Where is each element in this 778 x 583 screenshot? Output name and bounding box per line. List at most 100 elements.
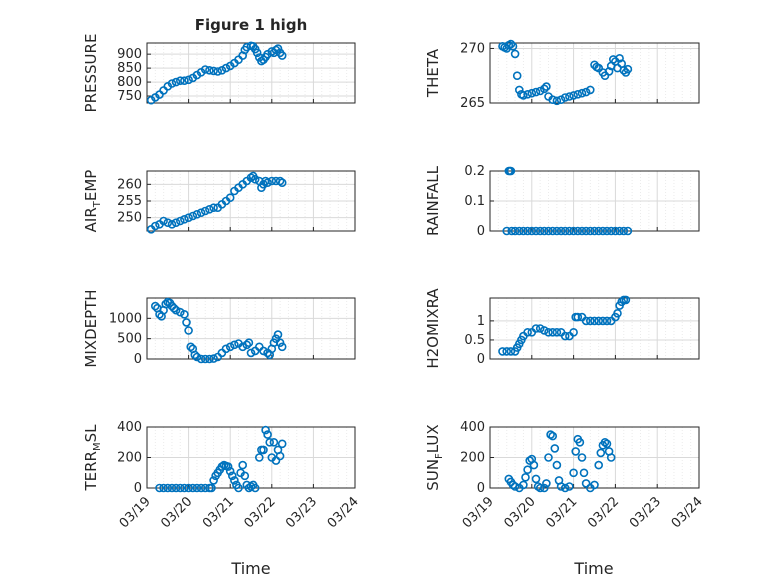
data-point — [159, 483, 168, 493]
data-point — [594, 226, 604, 236]
data-point — [169, 303, 179, 313]
data-point — [275, 176, 285, 186]
data-point — [539, 226, 549, 236]
data-point — [539, 326, 549, 335]
data-point — [523, 327, 532, 337]
data-point — [209, 354, 218, 363]
data-point — [277, 439, 287, 449]
data-point — [263, 430, 272, 439]
y-axis-label: AIRTEMP — [82, 170, 103, 233]
data-point — [556, 482, 566, 491]
data-point — [579, 468, 589, 478]
x-tick-label: 03/21 — [543, 494, 580, 531]
data-point — [250, 483, 260, 493]
data-point — [510, 226, 520, 236]
data-point — [176, 307, 185, 317]
y-tick-label: 260 — [117, 177, 142, 192]
data-point — [228, 471, 237, 481]
data-point — [581, 479, 591, 488]
y-tick-label: 750 — [117, 89, 142, 104]
data-point — [171, 305, 181, 315]
data-point — [600, 437, 610, 447]
data-point — [512, 71, 522, 80]
data-point — [186, 342, 195, 352]
x-tick-label: 03/24 — [669, 494, 706, 531]
data-point — [171, 483, 181, 493]
data-point — [523, 226, 532, 236]
data-point — [573, 90, 583, 99]
data-point — [544, 453, 553, 462]
axes-box — [489, 42, 700, 104]
data-point — [192, 210, 202, 219]
y-axis-label: THETA — [424, 48, 442, 98]
y-tick-label: 900 — [117, 47, 142, 62]
data-point — [209, 203, 218, 212]
data-point — [192, 483, 202, 493]
data-point — [623, 64, 633, 74]
data-point — [531, 87, 541, 97]
data-point — [598, 226, 608, 236]
data-point — [196, 354, 206, 364]
data-point — [167, 483, 177, 493]
data-point — [184, 483, 193, 493]
y-tick-label: 1 — [477, 314, 485, 329]
data-point — [523, 465, 532, 475]
data-point — [155, 483, 164, 493]
data-point — [521, 472, 530, 482]
data-point — [190, 350, 200, 360]
data-point — [506, 39, 516, 49]
data-point — [234, 483, 243, 493]
data-point — [205, 354, 214, 364]
data-point — [510, 482, 520, 491]
data-point — [277, 178, 287, 187]
data-point — [573, 312, 583, 322]
data-point — [240, 471, 250, 481]
data-point — [246, 348, 256, 358]
data-point — [542, 479, 551, 488]
subplot-theta: 265 270 THETA — [424, 39, 700, 111]
y-tick-label: 0 — [134, 481, 142, 496]
data-point — [184, 75, 193, 85]
data-point — [585, 226, 595, 236]
data-point — [544, 327, 553, 337]
data-point — [180, 215, 189, 224]
data-point — [581, 316, 591, 326]
y-tick-label: 265 — [460, 96, 485, 111]
data-point — [590, 316, 599, 326]
y-axis-label: MIXDEPTH — [82, 289, 100, 367]
data-point — [277, 342, 287, 352]
data-point — [252, 48, 262, 58]
data-point — [163, 218, 173, 227]
subplot-h2omixra: 0 0.5 1 H2OMIXRA — [424, 288, 700, 369]
subplot-terr-msl: 0 200 400 TERRMSL 03/19 03/20 03/21 03/22 03/23 0… — [82, 420, 362, 531]
data-point — [217, 66, 227, 75]
data-point — [531, 474, 541, 484]
data-point — [259, 445, 268, 455]
y-tick-label: 0 — [477, 352, 485, 367]
data-point — [273, 330, 283, 339]
y-axis-label: RAINFALL — [424, 165, 442, 236]
data-point — [560, 93, 570, 102]
y-tick-label: 0 — [134, 352, 142, 367]
data-point — [261, 176, 270, 186]
data-point — [585, 85, 595, 95]
x-tick-label: 03/19 — [460, 494, 497, 531]
data-point — [569, 327, 578, 337]
data-point — [560, 331, 570, 341]
x-tick-label: 03/20 — [502, 494, 539, 531]
data-point — [539, 84, 549, 94]
data-point — [569, 226, 578, 236]
data-point — [225, 193, 235, 202]
data-point — [550, 444, 560, 453]
data-point — [565, 482, 574, 491]
data-point — [502, 347, 512, 356]
data-point — [535, 226, 545, 236]
subplot-mixdepth: 0 500 1000 MIXDEPTH — [82, 289, 356, 368]
data-point — [263, 178, 272, 187]
y-tick-label: 0 — [477, 224, 485, 239]
data-point — [565, 226, 574, 236]
x-tick-label: 03/19 — [117, 494, 154, 531]
data-point — [502, 226, 512, 236]
